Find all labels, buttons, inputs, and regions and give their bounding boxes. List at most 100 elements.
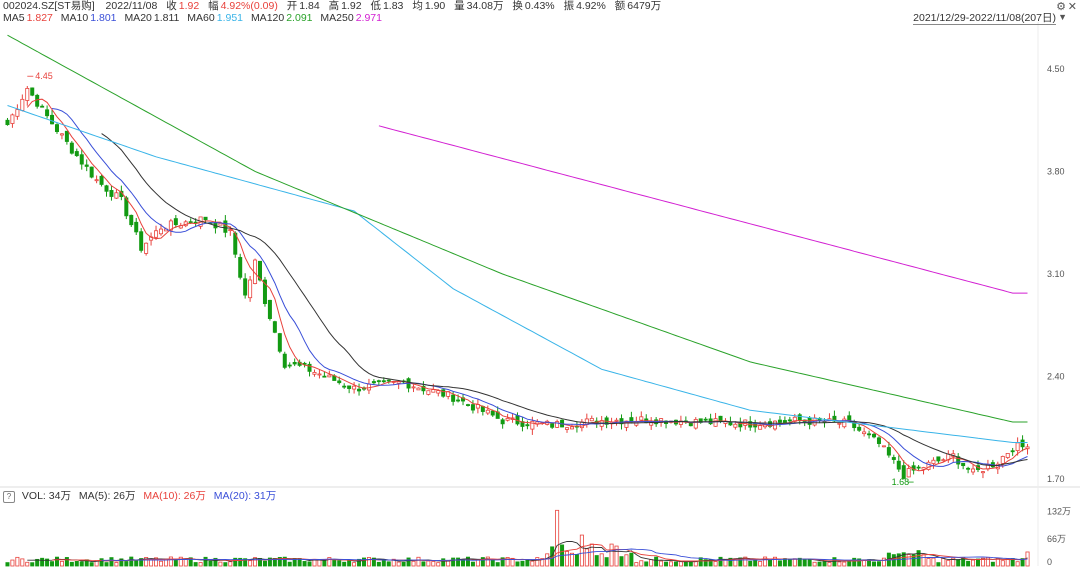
volume-bar xyxy=(366,557,371,567)
volume-bar xyxy=(124,561,129,567)
candle xyxy=(901,465,906,479)
candle xyxy=(876,437,881,444)
volume-bar xyxy=(307,561,312,567)
volume-bar xyxy=(787,559,792,567)
volume-bar xyxy=(530,560,535,567)
volume-bar xyxy=(376,561,381,567)
candle xyxy=(342,385,347,388)
volume-bar xyxy=(178,556,183,567)
close-icon[interactable]: ✕ xyxy=(1067,1,1077,13)
candle xyxy=(941,459,946,462)
volume-bar xyxy=(540,558,545,567)
volume-bar xyxy=(565,551,570,567)
volume-bar xyxy=(758,561,763,567)
volume-bar xyxy=(1000,560,1005,567)
ma10-line xyxy=(51,108,1028,467)
candle xyxy=(500,419,505,425)
candle xyxy=(862,431,867,435)
ma60-value: 1.951 xyxy=(216,12,244,24)
candle xyxy=(456,399,461,402)
volume-bar xyxy=(54,556,59,567)
volume-bar xyxy=(743,556,748,567)
candle xyxy=(847,415,852,421)
volume-bar xyxy=(525,559,530,567)
volume-bar xyxy=(842,561,847,567)
candle xyxy=(218,222,223,226)
candle xyxy=(431,389,436,393)
candle xyxy=(718,415,723,422)
candle xyxy=(896,460,901,470)
candle xyxy=(411,386,416,389)
volume-bar xyxy=(891,554,896,567)
close-value: 1.92 xyxy=(178,0,200,12)
vol-current: VOL: 34万 xyxy=(21,490,71,502)
candle xyxy=(20,98,25,111)
gear-icon[interactable]: ⚙ xyxy=(1056,1,1066,13)
volume-bar xyxy=(89,562,94,567)
amount-value: 6479万 xyxy=(627,0,662,12)
candle xyxy=(426,390,431,395)
volume-bar xyxy=(223,562,228,567)
ma250-value: 2.971 xyxy=(355,12,382,24)
volume-bar xyxy=(337,560,342,567)
ma250-line xyxy=(378,125,1028,294)
candle xyxy=(228,229,233,232)
volume-bar xyxy=(465,556,470,567)
candle xyxy=(312,372,317,375)
volume-bar xyxy=(396,561,401,567)
candle xyxy=(787,419,792,422)
volume-bar xyxy=(926,558,931,567)
candle xyxy=(837,422,842,425)
candle xyxy=(84,164,89,167)
volume-bar xyxy=(114,562,119,567)
quote-info-row: 002024.SZ[ST易购] 2022/11/08 收 1.92 幅 4.92%(… xyxy=(3,0,663,12)
volume-bar xyxy=(505,557,510,567)
volume-bar xyxy=(282,556,287,567)
volume-bar xyxy=(168,556,173,567)
candle xyxy=(327,374,332,378)
amp-value: 4.92% xyxy=(576,0,606,12)
volume-bar xyxy=(470,561,475,567)
candle xyxy=(109,190,114,197)
candle xyxy=(792,416,797,422)
candle xyxy=(931,459,936,464)
candle xyxy=(238,257,243,278)
volume-bar xyxy=(342,561,347,567)
volume-bar xyxy=(857,558,862,567)
volume-bar xyxy=(228,561,233,567)
candle xyxy=(505,417,510,421)
volume-bar xyxy=(594,555,599,567)
candle xyxy=(59,133,64,136)
candle xyxy=(74,151,79,157)
candle xyxy=(203,216,208,221)
volume-bar xyxy=(287,561,292,567)
volume-bar xyxy=(203,556,208,567)
volume-bar xyxy=(1005,558,1010,567)
open-label: 开 xyxy=(286,0,298,12)
candle xyxy=(777,419,782,423)
volume-bar xyxy=(480,557,485,567)
vol-ma10-line xyxy=(51,543,1028,562)
candle xyxy=(371,381,376,384)
volume-bar xyxy=(634,562,639,567)
volume-bar xyxy=(535,557,540,567)
volume-bar xyxy=(426,560,431,567)
volume-tick-label: 0 xyxy=(1047,557,1052,567)
volume-bar xyxy=(728,557,733,567)
volume-bar xyxy=(990,561,995,567)
volume-bar xyxy=(748,560,753,567)
candle xyxy=(921,467,926,470)
dropdown-arrow-icon[interactable]: ▼ xyxy=(1058,12,1067,22)
volume-bar xyxy=(183,558,188,567)
help-icon[interactable]: ? xyxy=(3,491,15,503)
candle xyxy=(223,220,228,233)
volume-bar xyxy=(659,560,664,567)
volume-bar xyxy=(956,559,961,567)
volume-bar xyxy=(144,557,149,567)
volume-bar xyxy=(911,554,916,567)
volume-bar xyxy=(976,558,981,567)
date-range-selector[interactable]: 2021/12/29-2022/11/08(207日) xyxy=(913,12,1056,25)
candle xyxy=(624,420,629,428)
volume-bar xyxy=(698,557,703,567)
